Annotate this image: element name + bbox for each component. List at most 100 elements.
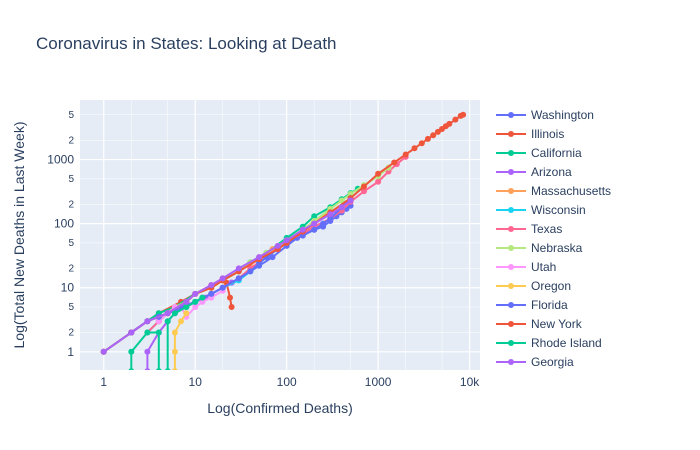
data-point [171, 329, 178, 336]
legend-item[interactable]: Washington [496, 108, 594, 122]
chart-title: Coronavirus in States: Looking at Death [36, 34, 337, 53]
y-minor-tick-label: 2 [68, 135, 74, 146]
legend-label: Florida [531, 298, 568, 312]
legend-swatch-marker [508, 264, 514, 270]
legend-item[interactable]: Rhode Island [496, 336, 602, 350]
series-rhode-island [128, 294, 206, 370]
legend-label: Massachusetts [531, 184, 611, 198]
data-point [411, 145, 418, 152]
legend-swatch-marker [508, 207, 514, 213]
legend-label: Wisconsin [531, 203, 586, 217]
y-minor-tick-label: 2 [68, 263, 74, 274]
data-point [219, 284, 226, 291]
data-point [192, 290, 199, 297]
legend-swatch-marker [508, 169, 514, 175]
y-minor-tick-label: 5 [68, 174, 74, 185]
data-point [178, 318, 184, 325]
legend-swatch-marker [508, 245, 514, 251]
legend-item[interactable]: Illinois [496, 127, 564, 141]
y-minor-tick-label: 2 [68, 199, 74, 210]
data-point [208, 290, 215, 297]
legend-swatch-marker [508, 150, 514, 156]
data-point [320, 220, 327, 227]
x-axis-title: Log(Confirmed Deaths) [207, 400, 353, 416]
legend-label: Georgia [531, 355, 574, 369]
data-point [164, 368, 171, 370]
legend-item[interactable]: Oregon [496, 279, 571, 293]
data-point [164, 318, 171, 325]
data-point [361, 188, 367, 195]
legend-label: Texas [531, 222, 562, 236]
legend-item[interactable]: Florida [496, 298, 568, 312]
data-point [269, 254, 276, 261]
data-point [227, 294, 233, 301]
y-tick-labels: 2 5 2 5 2 5 2 5 1 10 100 1000 [47, 110, 74, 359]
data-point [144, 318, 151, 325]
legend-item[interactable]: Georgia [496, 355, 574, 369]
x-tick-label: 10k [460, 375, 480, 389]
data-point [171, 310, 178, 317]
data-point [311, 213, 318, 220]
series-group [100, 111, 467, 370]
data-point [247, 268, 254, 275]
legend-swatch-marker [508, 340, 514, 346]
legend-item[interactable]: Massachusetts [496, 184, 611, 198]
y-minor-tick-label: 5 [68, 110, 74, 121]
data-point [402, 151, 409, 158]
data-point [192, 304, 199, 310]
data-point [299, 226, 306, 233]
data-point [219, 275, 226, 282]
legend-item[interactable]: Wisconsin [496, 203, 586, 217]
x-tick-label: 1 [100, 375, 107, 389]
legend-label: Illinois [531, 127, 564, 141]
data-point [144, 348, 151, 355]
data-point [338, 197, 345, 204]
y-tick-label: 1000 [47, 153, 74, 167]
data-point [183, 310, 190, 317]
data-point [256, 260, 263, 267]
legend-item[interactable]: Nebraska [496, 241, 583, 255]
data-point [452, 116, 459, 123]
data-point [228, 304, 235, 310]
x-tick-label: 100 [277, 375, 297, 389]
legend-item[interactable]: California [496, 146, 582, 160]
data-point [164, 310, 171, 317]
data-point [192, 298, 199, 305]
legend-label: Arizona [531, 165, 572, 179]
legend-item[interactable]: New York [496, 317, 583, 331]
legend-swatch-marker [508, 226, 514, 232]
plot-background [80, 100, 480, 370]
data-point [391, 159, 398, 166]
data-point [418, 140, 425, 147]
data-point [338, 204, 345, 211]
y-minor-tick-label: 5 [68, 238, 74, 249]
data-point [235, 275, 242, 282]
legend-swatch-marker [508, 131, 514, 137]
legend-item[interactable]: Texas [496, 222, 562, 236]
data-point [208, 282, 215, 289]
data-point [199, 294, 206, 301]
series-oregon [171, 310, 190, 370]
series-line [130, 296, 203, 370]
x-tick-labels: 1 10 100 1000 10k [100, 375, 480, 389]
data-point [256, 254, 263, 261]
legend-label: Oregon [531, 279, 571, 293]
y-minor-tick-label: 5 [68, 302, 74, 313]
data-point [424, 135, 431, 142]
data-point [128, 329, 135, 336]
legend-item[interactable]: Utah [496, 260, 556, 274]
grid-lines [80, 100, 480, 370]
y-tick-label: 10 [61, 281, 75, 295]
data-point [155, 329, 162, 336]
legend-swatch-marker [508, 302, 514, 308]
legend: Washington Illinois California Arizona Massa… [496, 108, 611, 369]
data-point [327, 215, 334, 222]
y-tick-label: 1 [67, 345, 74, 359]
data-point [235, 265, 242, 272]
legend-item[interactable]: Arizona [496, 165, 572, 179]
data-point [311, 226, 318, 233]
x-tick-label: 10 [189, 375, 203, 389]
data-point [144, 368, 151, 370]
data-point [446, 120, 453, 127]
data-point [128, 348, 135, 355]
